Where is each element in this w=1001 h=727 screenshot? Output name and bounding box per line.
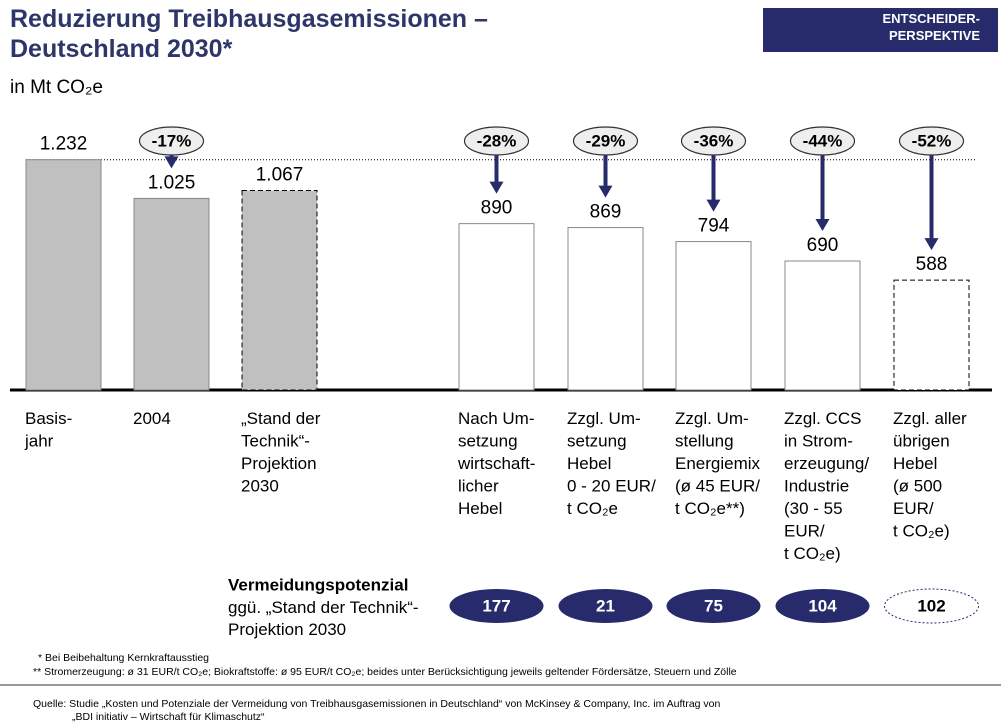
x-tick-label: „Stand der Technik“-Projektion 2030 [241, 409, 321, 496]
value-label: 869 [590, 202, 622, 223]
arrow-head [598, 185, 613, 198]
avoidance-value: 21 [596, 596, 615, 615]
change-bubble [898, 126, 965, 156]
avoidance-sublabel: ggü. „Stand der Technik“-Projektion 2030 [228, 598, 419, 639]
arrow-head [924, 238, 939, 251]
change-label: -17% [152, 131, 192, 150]
arrow-head [706, 199, 721, 212]
change-label: -28% [477, 131, 517, 150]
value-label: 1.025 [148, 172, 196, 193]
avoidance-bubble [884, 588, 979, 624]
change-bubble [572, 126, 639, 156]
chart-subtitle: in Mt CO₂e [10, 77, 103, 98]
change-bubble [789, 126, 856, 156]
avoidance-value: 104 [808, 596, 837, 615]
bar [784, 260, 861, 391]
x-tick-label: Zzgl. Um-stellung Energiemix (ø 45 EUR/t C… [675, 409, 761, 518]
bar [893, 279, 970, 391]
avoidance-bubble [666, 589, 761, 623]
badge: ENTSCHEIDER-PERSPEKTIVE [882, 11, 980, 43]
value-label: 1.067 [256, 165, 304, 186]
x-tick-label: Zzgl. Um-setzung Hebel 0 - 20 EUR/t CO₂e [567, 409, 656, 518]
value-label: 690 [807, 235, 839, 256]
bar [133, 197, 210, 391]
chart-title: Reduzierung Treibhausgasemissionen – Deut… [10, 5, 488, 63]
bar [25, 159, 102, 391]
avoidance-label: Vermeidungspotenzial [228, 575, 408, 594]
change-bubble [138, 126, 205, 156]
source: „BDI initiativ – Wirtschaft für Klimasch… [72, 711, 265, 723]
avoidance-bubble [449, 589, 544, 623]
change-bubble [463, 126, 530, 156]
change-label: -52% [912, 131, 952, 150]
change-label: -36% [694, 131, 734, 150]
x-tick-label: Zzgl. aller übrigen Hebel (ø 500 EUR/t CO₂e) [893, 409, 967, 541]
avoidance-bubble [775, 589, 870, 623]
bar [567, 227, 644, 391]
avoidance-value: 102 [917, 596, 945, 615]
value-label: 794 [698, 216, 730, 237]
change-label: -44% [803, 131, 843, 150]
bar [675, 241, 752, 391]
x-tick-label: Basis-jahr [24, 409, 72, 451]
x-tick-label: Zzgl. CCS in Strom-erzeugung/Industrie (30… [784, 409, 869, 563]
footnote: * Bei Beibehaltung Kernkraftausstieg [38, 652, 209, 664]
badge-box [763, 8, 998, 52]
x-tick-label: 2004 [133, 409, 171, 428]
footnote: ** Stromerzeugung: ø 31 EUR/t CO₂e; Biok… [33, 666, 737, 678]
avoidance-value: 177 [482, 596, 510, 615]
change-bubble [680, 126, 747, 156]
bar [458, 223, 535, 391]
x-tick-label: Nach Um-setzung wirtschaft-licher Hebel [457, 409, 535, 518]
value-label: 1.232 [40, 134, 88, 155]
value-label: 588 [916, 254, 948, 275]
arrow-head [164, 156, 179, 169]
avoidance-bubble [558, 589, 653, 623]
bar [241, 190, 318, 391]
arrow-head [815, 219, 830, 232]
change-label: -29% [586, 131, 626, 150]
avoidance-value: 75 [704, 596, 723, 615]
arrow-head [489, 181, 504, 194]
value-label: 890 [481, 198, 513, 219]
source: Quelle: Studie „Kosten und Potenziale de… [33, 698, 721, 710]
